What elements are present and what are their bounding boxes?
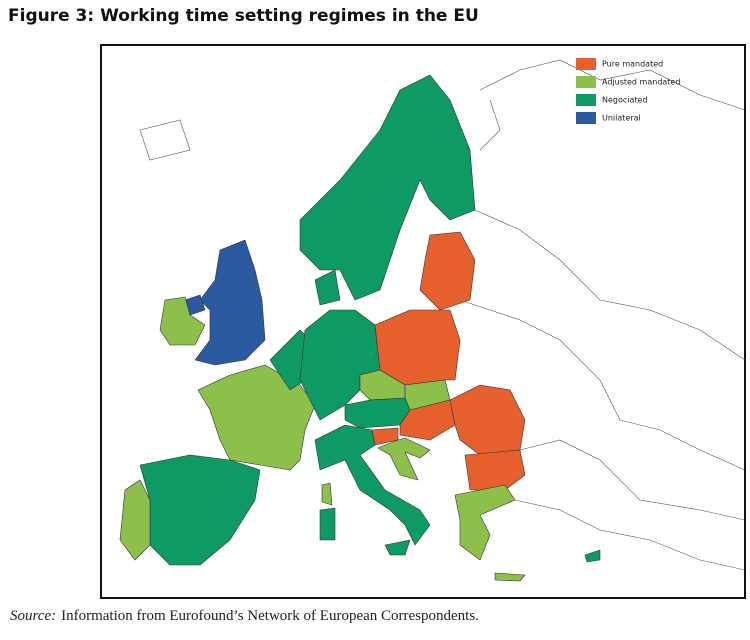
country <box>377 437 431 481</box>
country <box>494 572 526 582</box>
source-note: Source: Information from Eurofound’s Netw… <box>10 608 479 625</box>
non-eu-outlines <box>139 59 746 571</box>
countries <box>119 74 601 582</box>
country <box>454 484 516 561</box>
country <box>197 364 316 471</box>
country <box>159 296 206 346</box>
source-label: Source: <box>10 608 57 624</box>
legend: Pure mandated Adjusted mandated Negociated… <box>576 58 680 124</box>
country <box>119 479 151 561</box>
country <box>419 231 476 311</box>
figure-title: Figure 3: Working time setting regimes i… <box>8 6 479 26</box>
legend-swatch <box>576 58 596 70</box>
country <box>321 482 333 506</box>
country <box>314 424 431 546</box>
legend-swatch <box>576 76 596 88</box>
country <box>319 507 336 541</box>
country <box>384 539 411 556</box>
source-text: Information from Eurofound’s Network of … <box>61 608 479 624</box>
legend-swatch <box>576 94 596 106</box>
legend-label: Negociated <box>602 96 648 105</box>
legend-label: Unilateral <box>602 114 641 123</box>
legend-label: Pure mandated <box>602 60 663 69</box>
legend-swatch <box>576 112 596 124</box>
country <box>314 269 341 306</box>
legend-label: Adjusted mandated <box>602 78 680 87</box>
country <box>464 449 526 491</box>
country <box>299 74 476 301</box>
country <box>374 309 461 386</box>
country <box>584 549 601 563</box>
